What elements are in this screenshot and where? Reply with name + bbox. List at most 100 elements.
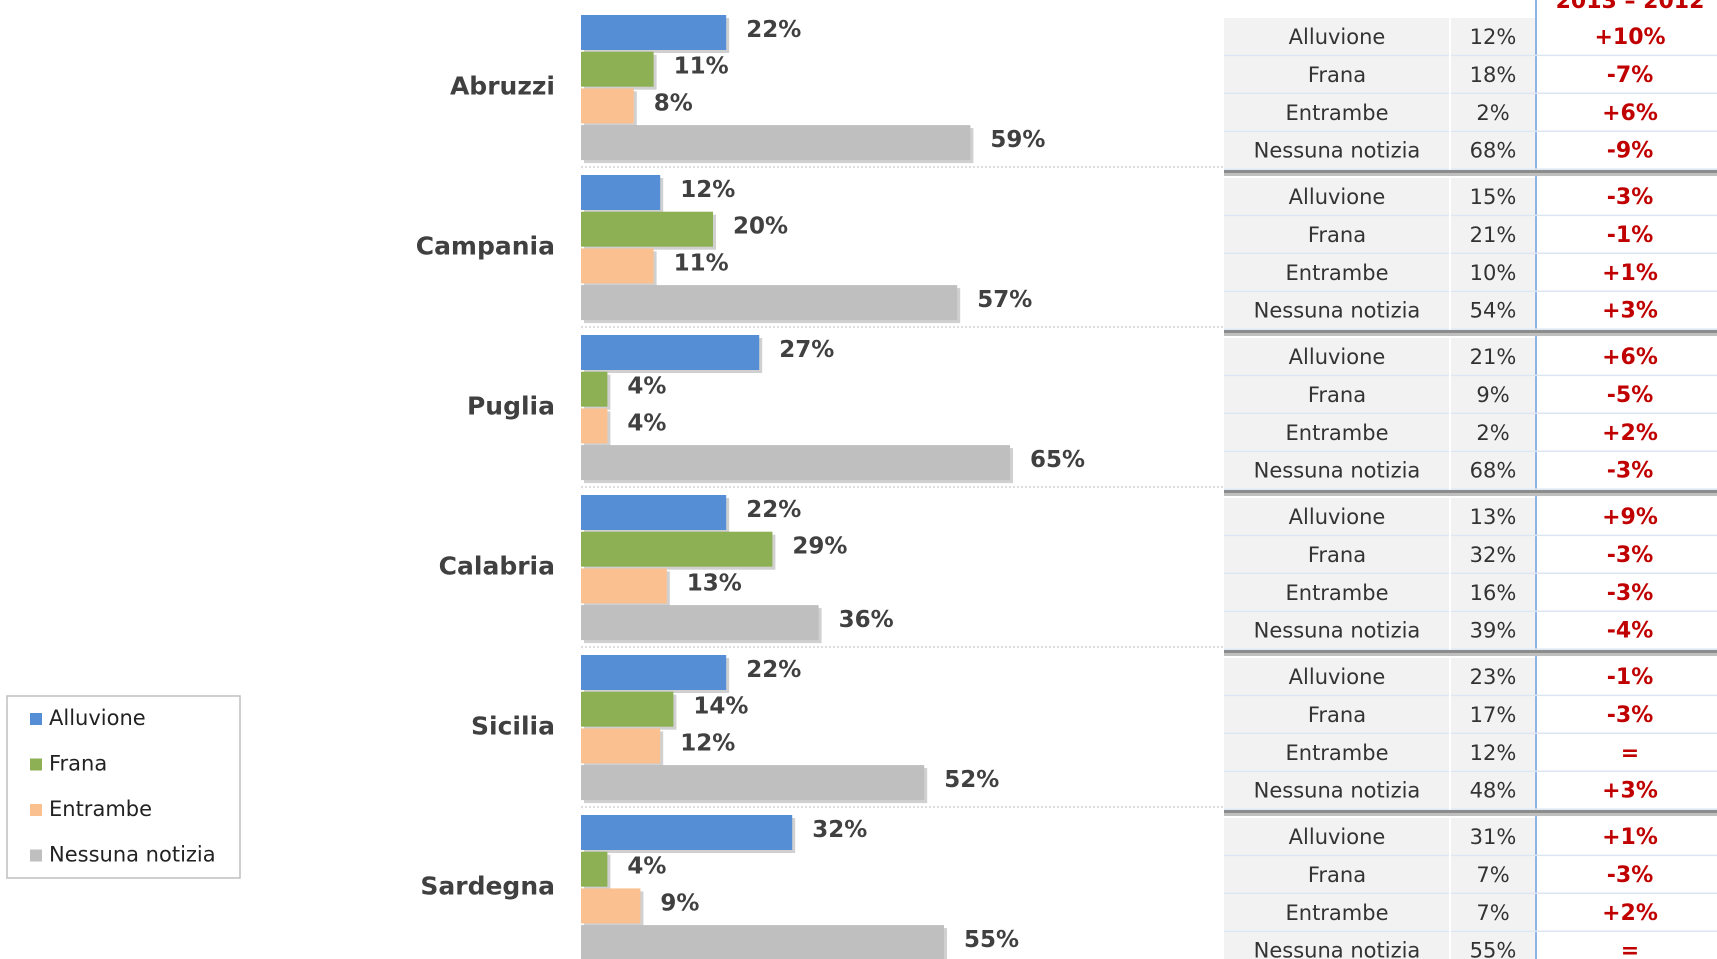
table-label: Alluvione bbox=[1289, 345, 1386, 369]
table-diff: -3% bbox=[1607, 543, 1653, 568]
table-diff: +2% bbox=[1602, 421, 1658, 446]
bar bbox=[581, 815, 793, 850]
table-label: Frana bbox=[1308, 703, 1366, 727]
table-label: Entrambe bbox=[1285, 901, 1388, 925]
table-value: 12% bbox=[1470, 25, 1517, 49]
table-cell-bg bbox=[1224, 18, 1536, 55]
region-label: Abruzzi bbox=[450, 71, 555, 100]
legend-swatch bbox=[30, 758, 42, 771]
table-cell-bg bbox=[1224, 413, 1536, 451]
bar bbox=[581, 925, 944, 959]
table-diff: -5% bbox=[1607, 383, 1653, 408]
table-label: Entrambe bbox=[1285, 741, 1388, 765]
table-label: Entrambe bbox=[1285, 261, 1388, 285]
value-label: 12% bbox=[680, 177, 735, 203]
table-value: 2% bbox=[1476, 101, 1509, 125]
bar bbox=[581, 125, 971, 161]
table-diff: -3% bbox=[1607, 581, 1653, 606]
bar bbox=[581, 408, 608, 444]
bar bbox=[581, 851, 608, 887]
value-label: 20% bbox=[733, 214, 788, 240]
legend-swatch bbox=[30, 804, 42, 816]
legend-swatch bbox=[30, 849, 42, 862]
bar bbox=[581, 495, 727, 530]
value-label: 22% bbox=[746, 497, 801, 523]
value-label: 22% bbox=[746, 657, 801, 683]
table-cell-bg bbox=[1224, 55, 1536, 93]
table-value: 16% bbox=[1470, 581, 1517, 605]
table-label: Frana bbox=[1308, 223, 1366, 247]
table-label: Nessuna notizia bbox=[1254, 939, 1421, 959]
table-label: Entrambe bbox=[1285, 421, 1388, 445]
table-value: 68% bbox=[1470, 459, 1517, 483]
bar bbox=[581, 888, 641, 924]
table-value: 10% bbox=[1470, 261, 1517, 285]
table-label: Alluvione bbox=[1289, 25, 1386, 49]
table-value: 55% bbox=[1470, 939, 1517, 959]
value-label: 36% bbox=[839, 607, 894, 633]
bar bbox=[581, 568, 667, 604]
table-cell-bg bbox=[1224, 931, 1536, 959]
value-label: 52% bbox=[944, 767, 999, 793]
value-label: 55% bbox=[964, 927, 1019, 953]
table-value: 21% bbox=[1470, 223, 1517, 247]
table-cell-bg bbox=[1224, 375, 1536, 413]
bar bbox=[581, 248, 654, 284]
value-label: 13% bbox=[687, 570, 742, 596]
value-label: 4% bbox=[627, 854, 666, 880]
table-diff: -1% bbox=[1607, 223, 1653, 248]
table-diff: +1% bbox=[1602, 825, 1658, 850]
bar bbox=[581, 765, 925, 801]
legend-label: Entrambe bbox=[49, 797, 152, 821]
table-value: 7% bbox=[1476, 901, 1509, 925]
table-cell-bg bbox=[1224, 291, 1536, 329]
table-cell-bg bbox=[1224, 178, 1536, 215]
table-value: 12% bbox=[1470, 741, 1517, 765]
table-label: Alluvione bbox=[1289, 505, 1386, 529]
region-label: Puglia bbox=[467, 391, 555, 420]
table-value: 68% bbox=[1470, 139, 1517, 163]
table-value: 23% bbox=[1470, 665, 1517, 689]
table-value: 7% bbox=[1476, 863, 1509, 887]
table-label: Nessuna notizia bbox=[1254, 619, 1421, 643]
value-label: 12% bbox=[680, 730, 735, 756]
table-cell-bg bbox=[1224, 695, 1536, 733]
bar bbox=[581, 335, 760, 370]
table-label: Nessuna notizia bbox=[1254, 779, 1421, 803]
table-label: Alluvione bbox=[1289, 825, 1386, 849]
group-separator bbox=[1224, 810, 1717, 813]
table-cell-bg bbox=[1224, 573, 1536, 611]
table-cell-bg bbox=[1224, 498, 1536, 535]
table-diff: -3% bbox=[1607, 459, 1653, 484]
bar bbox=[581, 285, 958, 321]
bar bbox=[581, 15, 727, 50]
table-value: 17% bbox=[1470, 703, 1517, 727]
bar bbox=[581, 51, 654, 87]
table-value: 9% bbox=[1476, 383, 1509, 407]
bar bbox=[581, 531, 773, 567]
value-label: 57% bbox=[977, 287, 1032, 313]
region-label: Calabria bbox=[439, 551, 555, 580]
table-cell-bg bbox=[1224, 771, 1536, 809]
table-label: Frana bbox=[1308, 383, 1366, 407]
table-diff: -3% bbox=[1607, 863, 1653, 888]
table-value: 21% bbox=[1470, 345, 1517, 369]
group-separator bbox=[1224, 490, 1717, 493]
value-label: 4% bbox=[627, 410, 666, 436]
region-label: Campania bbox=[416, 231, 555, 260]
value-label: 4% bbox=[627, 374, 666, 400]
table-cell-bg bbox=[1224, 535, 1536, 573]
region-label: Sicilia bbox=[471, 711, 555, 740]
table-value: 32% bbox=[1470, 543, 1517, 567]
value-label: 32% bbox=[812, 817, 867, 843]
legend-label: Nessuna notizia bbox=[49, 843, 216, 867]
table-cell-bg bbox=[1224, 658, 1536, 695]
table-cell-bg bbox=[1224, 611, 1536, 649]
group-separator bbox=[1224, 650, 1717, 653]
bar bbox=[581, 691, 674, 727]
value-label: 22% bbox=[746, 17, 801, 43]
table-value: 31% bbox=[1470, 825, 1517, 849]
bar bbox=[581, 728, 661, 764]
table-diff: +10% bbox=[1594, 25, 1665, 50]
value-label: 9% bbox=[660, 890, 699, 916]
